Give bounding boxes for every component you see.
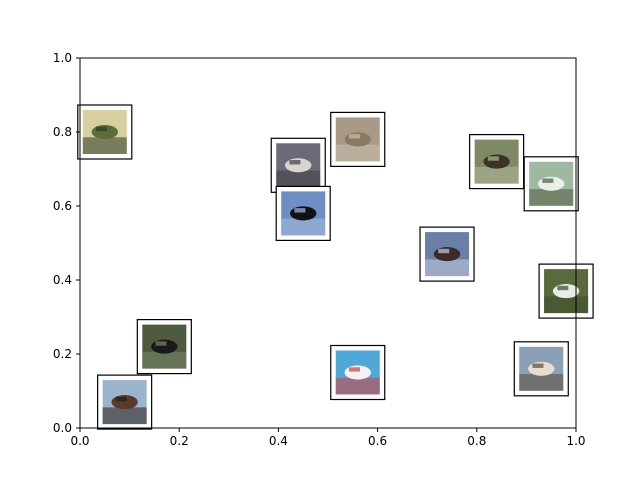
thumbnail-detail <box>348 134 360 139</box>
thumbnail-detail <box>289 160 301 165</box>
thumbnail-ground <box>519 374 564 391</box>
data-point-ship-thumbnail <box>330 344 386 401</box>
plot-area-frame <box>79 57 577 429</box>
x-tick-label: 0.0 <box>70 434 89 448</box>
x-tick-label: 0.4 <box>269 434 288 448</box>
data-point-ship-thumbnail <box>513 341 569 397</box>
y-tick-label: 0.0 <box>53 421 72 435</box>
thumbnail-detail <box>542 178 554 183</box>
thumbnail-ground <box>529 189 574 206</box>
y-axis: 0.0 0.2 0.4 0.6 0.8 1.0 <box>53 51 80 435</box>
y-tick-label: 0.4 <box>53 273 72 287</box>
data-point-airplane-thumbnail <box>419 226 475 282</box>
data-point-ship-thumbnail <box>270 137 326 193</box>
y-tick-label: 1.0 <box>53 51 72 65</box>
thumbnail-detail <box>96 126 107 132</box>
thumbnail-ground <box>335 377 380 395</box>
data-point-frog-thumbnail <box>330 111 386 168</box>
thumbnail-detail <box>557 285 569 291</box>
data-point-automobile-thumbnail <box>77 104 133 160</box>
data-point-deer-thumbnail <box>469 134 525 190</box>
thumbnail-ground <box>281 218 326 236</box>
thumbnail-detail <box>115 396 127 402</box>
data-point-frog-thumbnail <box>136 319 192 375</box>
y-tick-label: 0.8 <box>53 125 72 139</box>
thumbnail-detail <box>438 248 450 254</box>
x-tick-label: 0.6 <box>368 434 387 448</box>
thumbnail-layer <box>77 104 594 430</box>
data-point-airplane-thumbnail <box>523 156 579 212</box>
x-tick-label: 0.2 <box>170 434 189 448</box>
thumbnail-detail <box>532 363 544 368</box>
thumbnail-ground <box>335 144 380 162</box>
thumbnail-ground <box>142 351 187 369</box>
data-point-ship-thumbnail <box>97 374 153 430</box>
thumbnail-ground <box>474 166 519 184</box>
data-point-airplane-thumbnail <box>538 263 594 319</box>
y-tick-label: 0.2 <box>53 347 72 361</box>
x-tick-label: 0.8 <box>467 434 486 448</box>
data-point-bird-thumbnail <box>275 185 331 241</box>
thumbnail-detail <box>487 156 499 161</box>
x-axis: 0.0 0.2 0.4 0.6 0.8 1.0 <box>70 428 586 448</box>
thumbnail-ground <box>544 296 589 314</box>
thumbnail-detail <box>155 341 167 346</box>
thumbnail-ground <box>82 137 127 154</box>
thumbnail-ground <box>276 170 321 188</box>
y-tick-label: 0.6 <box>53 199 72 213</box>
thumbnail-ground <box>425 259 470 277</box>
thumbnail-detail <box>294 208 306 213</box>
x-tick-label: 1.0 <box>566 434 585 448</box>
thumbnail-ground <box>102 407 147 425</box>
thumbnail-detail <box>348 367 360 372</box>
